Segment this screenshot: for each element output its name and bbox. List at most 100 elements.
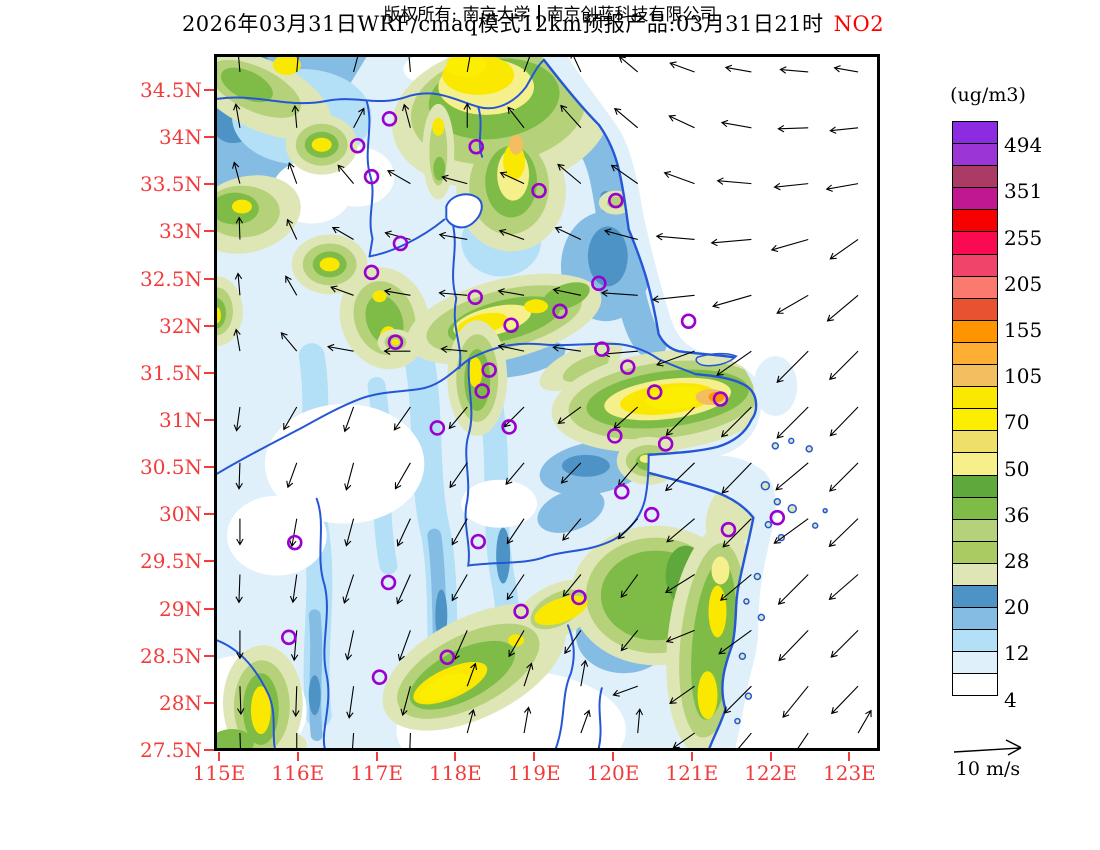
wind-arrow [665, 406, 695, 436]
legend-color-box [952, 607, 998, 631]
city-station-marker [552, 303, 568, 320]
legend-color-box [952, 430, 998, 454]
wind-arrow [570, 57, 582, 73]
city-station-marker [513, 603, 529, 620]
wind-arrow [635, 708, 644, 734]
wind-arrow [466, 708, 476, 734]
wind-arrow [498, 228, 525, 240]
wind-arrow [289, 574, 298, 604]
wind-arrow [289, 518, 298, 548]
legend-color-box [952, 165, 998, 189]
wind-arrow [580, 659, 589, 687]
legend-color-box [952, 584, 998, 609]
wind-arrow [773, 518, 809, 544]
wind-arrow [400, 686, 411, 717]
lon-label: 115E [192, 761, 246, 785]
lat-tick [204, 371, 214, 374]
wind-arrow [722, 518, 752, 548]
wind-arrow [826, 294, 859, 322]
legend-color-box [952, 143, 998, 167]
lon-tick [769, 752, 772, 761]
city-station-marker [481, 362, 497, 378]
city-station-marker [680, 313, 697, 330]
legend-value-label: 351 [1004, 179, 1043, 204]
wind-arrow [600, 289, 638, 297]
legend-color-box [952, 408, 998, 432]
city-station-marker [381, 111, 398, 127]
footer-divider [537, 4, 540, 27]
lake-hongze [445, 193, 483, 229]
wind-arrow [721, 462, 752, 494]
wind-arrow [829, 350, 859, 381]
wind-arrow [554, 226, 582, 240]
lat-tick [204, 230, 214, 233]
lat-label: 32N [159, 313, 202, 338]
wind-arrow [287, 161, 298, 184]
offshore-islands [734, 437, 828, 725]
lat-tick [204, 654, 214, 657]
city-station-marker [571, 589, 587, 606]
wind-arrow [441, 174, 468, 185]
wind-arrow [664, 574, 695, 594]
lon-label: 117E [350, 761, 403, 785]
city-station-marker [591, 275, 607, 292]
wind-arrow [440, 345, 468, 354]
wind-arrow [777, 574, 809, 605]
lat-label: 31.5N [139, 360, 202, 385]
title-text: 2026年03月31日WRF/cmaq模式12km预报产品:03月31日21时 [181, 12, 824, 36]
wind-arrow [562, 518, 582, 541]
wind-arrow [666, 518, 695, 543]
legend-value-label: 36 [1004, 502, 1030, 527]
copyright-footer: 版权所有: 南京大学 南京创蓝科技有限公司 [0, 0, 1100, 27]
wind-arrow [396, 518, 411, 547]
wind-arrow [711, 294, 752, 309]
wind-arrow [833, 65, 859, 73]
lat-label: 31N [159, 408, 202, 432]
legend-color-box [952, 673, 998, 697]
sea-area [544, 57, 877, 748]
wind-arrow [620, 574, 639, 598]
wind-arrow [506, 518, 525, 545]
lat-tick [204, 419, 214, 421]
wind-arrow [387, 170, 411, 185]
lat-label: 32.5N [139, 266, 202, 291]
wind-arrow [383, 347, 411, 355]
legend-color-box [952, 297, 998, 321]
wind-arrow [665, 462, 695, 492]
wind-arrow [669, 61, 695, 73]
lat-tick [204, 183, 214, 186]
wind-arrow [393, 406, 411, 431]
city-station-marker [286, 534, 303, 551]
wind-arrow [562, 574, 582, 598]
wind-arrow [777, 124, 809, 133]
wind-arrow [724, 64, 752, 73]
wind-arrow [343, 406, 355, 433]
wind-arrow [232, 161, 241, 184]
wind-arrow [337, 164, 355, 184]
wind-arrow [829, 406, 859, 437]
city-station-marker [467, 289, 483, 306]
legend-value-label: 20 [1004, 595, 1030, 620]
wind-arrow [610, 164, 639, 185]
wind-arrow [668, 114, 695, 129]
wind-arrow [564, 630, 582, 655]
legend-color-box [952, 629, 998, 653]
wind-arrow [353, 107, 365, 129]
legend-value-label: 205 [1004, 271, 1043, 296]
wind-arrow [463, 102, 471, 128]
wind-arrow [672, 732, 695, 748]
city-station-marker [501, 419, 517, 435]
lat-tick [204, 89, 214, 91]
city-station-marker [531, 182, 547, 199]
city-station-marker [392, 235, 409, 252]
lon-label: 122E [744, 761, 797, 785]
wind-arrow [508, 630, 525, 658]
wind-arrow [552, 344, 581, 352]
legend-unit-label: (ug/m3) [950, 84, 1026, 106]
wind-arrow [773, 182, 809, 191]
wind-arrow [738, 732, 752, 748]
wind-arrow [720, 119, 752, 129]
wind-arrow [612, 685, 638, 697]
wind-arrow [828, 574, 859, 601]
city-station-marker [646, 384, 663, 400]
